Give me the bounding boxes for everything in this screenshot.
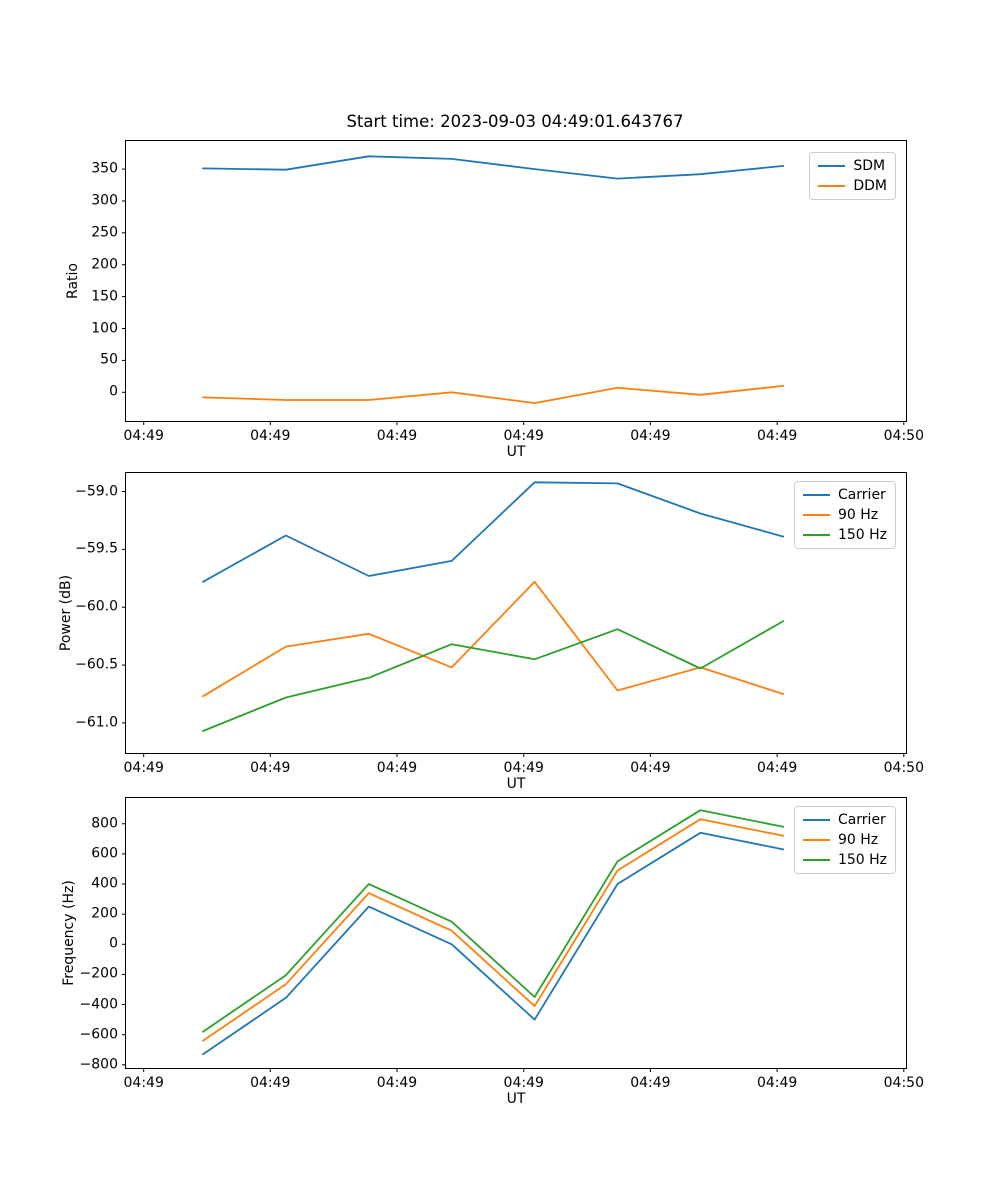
legend-row: Carrier xyxy=(802,485,887,505)
series-line-carrier xyxy=(202,481,785,583)
legend-line-sample xyxy=(802,493,830,497)
y-tick-label: 200 xyxy=(91,256,118,273)
legend-label: SDM xyxy=(853,158,886,174)
legend-label: Carrier xyxy=(837,487,886,503)
x-tick-label: 04:49 xyxy=(123,428,164,444)
series-line-ddm xyxy=(202,384,785,405)
x-tick-label: 04:49 xyxy=(250,1075,291,1091)
plot-canvas xyxy=(122,155,905,425)
plot-canvas xyxy=(122,809,905,1072)
legend-row: 150 Hz xyxy=(802,525,887,545)
frequency-x-axis-label: UT xyxy=(506,1091,526,1107)
legend-line-sample xyxy=(818,184,846,188)
plot-canvas xyxy=(122,481,905,757)
legend-row: SDM xyxy=(818,156,887,176)
y-tick-label: −59.5 xyxy=(75,541,118,558)
legend-label: 150 Hz xyxy=(837,852,887,868)
y-tick-label: 100 xyxy=(91,320,118,337)
x-tick-label: 04:49 xyxy=(630,428,671,444)
y-tick-label: 250 xyxy=(91,224,118,241)
x-tick-label: 04:50 xyxy=(883,1075,924,1091)
x-tick-label: 04:49 xyxy=(376,1075,418,1091)
x-tick-label: 04:49 xyxy=(123,1075,164,1091)
x-tick-label: 04:49 xyxy=(630,760,671,776)
series-line-sdm xyxy=(202,155,785,180)
legend-label: Carrier xyxy=(837,812,886,828)
legend-line-sample xyxy=(802,513,830,517)
legend-label: 90 Hz xyxy=(837,507,879,523)
x-tick-label: 04:49 xyxy=(756,428,798,444)
legend-line-sample xyxy=(802,858,830,862)
y-tick-label: 350 xyxy=(91,160,118,177)
legend-line-sample xyxy=(802,533,830,537)
y-tick-label: 400 xyxy=(91,875,118,892)
legend-row: 90 Hz xyxy=(802,830,887,850)
y-tick-label: −59.0 xyxy=(75,483,118,500)
legend-row: Carrier xyxy=(802,810,887,830)
legend-label: DDM xyxy=(853,178,887,194)
ratio-plot: Ratio UT SDM DDM 04:49 04:49 04:49 04:49 04:4… xyxy=(65,140,924,460)
power-legend: Carrier 90 Hz 150 Hz xyxy=(793,481,896,549)
y-tick-label: 0 xyxy=(109,383,118,400)
legend-line-sample xyxy=(802,838,830,842)
x-tick-label: 04:50 xyxy=(883,428,924,444)
series-line-150-hz xyxy=(202,620,785,732)
x-tick-label: 04:49 xyxy=(376,760,418,776)
legend-line-sample xyxy=(818,164,846,168)
legend-row: DDM xyxy=(818,176,887,196)
x-tick-label: 04:49 xyxy=(630,1075,671,1091)
legend-label: 150 Hz xyxy=(837,527,887,543)
y-tick-label: −800 xyxy=(79,1056,118,1073)
series-line-carrier xyxy=(202,831,785,1056)
x-tick-label: 04:49 xyxy=(503,1075,544,1091)
frequency-legend: Carrier 90 Hz 150 Hz xyxy=(793,806,896,874)
y-tick-label: −60.0 xyxy=(75,598,118,615)
x-tick-label: 04:49 xyxy=(503,760,544,776)
x-tick-label: 04:49 xyxy=(756,1075,798,1091)
y-tick-label: 200 xyxy=(91,905,118,922)
legend-row: 90 Hz xyxy=(802,505,887,525)
y-tick-label: 150 xyxy=(91,288,118,305)
y-tick-label: −60.5 xyxy=(75,656,118,673)
legend-row: 150 Hz xyxy=(802,850,887,870)
x-tick-label: 04:49 xyxy=(376,428,418,444)
frequency-plot: Frequency (Hz) UT Carrier 90 Hz 150 Hz 04:… xyxy=(61,797,924,1107)
x-tick-label: 04:49 xyxy=(123,760,164,776)
y-tick-label: 0 xyxy=(109,935,118,952)
x-tick-label: 04:49 xyxy=(756,760,798,776)
figure-title: Start time: 2023-09-03 04:49:01.643767 xyxy=(346,112,684,131)
power-plot: Power (dB) UT Carrier 90 Hz 150 Hz 04:49 04… xyxy=(58,472,924,792)
power-x-axis-label: UT xyxy=(506,776,526,792)
x-tick-label: 04:49 xyxy=(503,428,544,444)
y-tick-label: −600 xyxy=(79,1026,118,1043)
y-tick-label: −400 xyxy=(79,996,118,1013)
y-tick-label: −200 xyxy=(79,966,118,983)
legend-label: 90 Hz xyxy=(837,832,879,848)
series-line-150-hz xyxy=(202,809,785,1033)
ratio-x-axis-label: UT xyxy=(506,444,526,460)
x-tick-label: 04:50 xyxy=(883,760,924,776)
y-tick-label: 600 xyxy=(91,845,118,862)
x-tick-label: 04:49 xyxy=(250,760,291,776)
ratio-legend: SDM DDM xyxy=(809,152,896,200)
legend-line-sample xyxy=(802,818,830,822)
y-tick-label: 800 xyxy=(91,815,118,832)
series-line-90-hz xyxy=(202,580,785,698)
series-line-90-hz xyxy=(202,818,785,1042)
y-tick-label: 300 xyxy=(91,192,118,209)
y-tick-label: 50 xyxy=(100,352,118,369)
x-tick-label: 04:49 xyxy=(250,428,291,444)
y-tick-label: −61.0 xyxy=(75,714,118,731)
